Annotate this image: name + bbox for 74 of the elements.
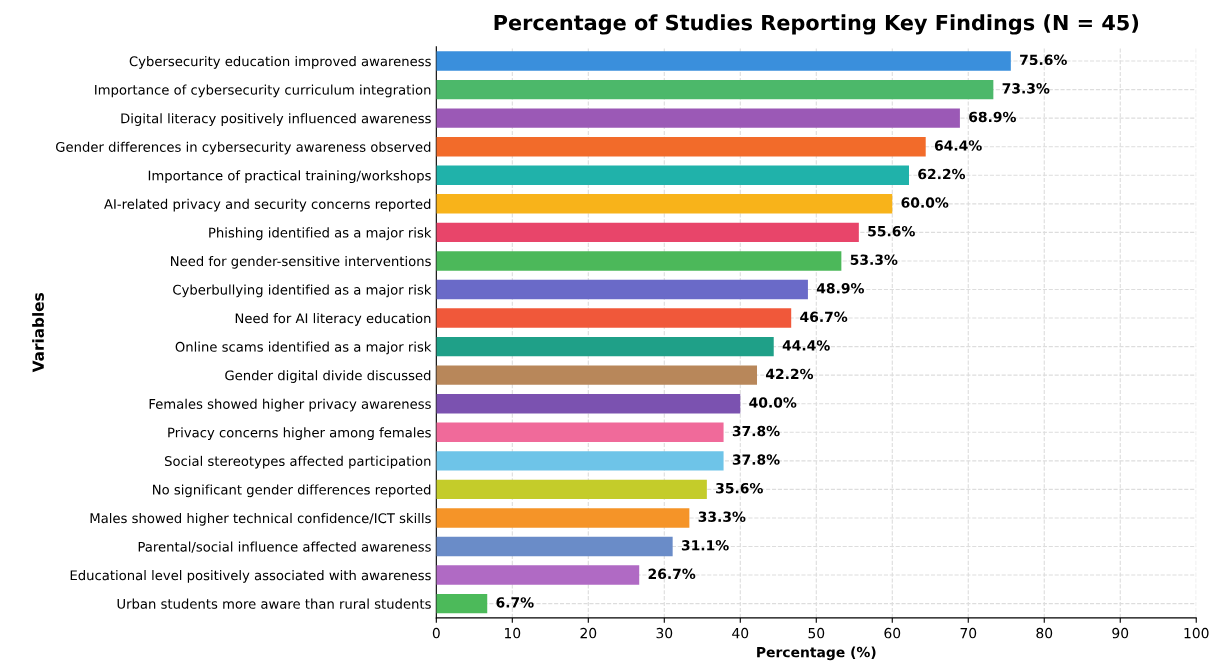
data-label: 6.7%	[496, 597, 534, 608]
data-label: 75.6%	[1020, 54, 1067, 66]
bar	[436, 79, 994, 100]
data-label: 44.4%	[782, 340, 830, 351]
data-label: 40.0%	[749, 397, 797, 408]
bar	[436, 251, 842, 271]
data-label: 33.3%	[698, 511, 746, 522]
y-tick-label: Educational level positively associated with awareness	[70, 570, 431, 583]
bar	[436, 565, 640, 585]
y-tick-label: Gender digital divide discussed	[225, 370, 431, 383]
y-tick-label: Social stereotypes affected participation	[165, 455, 431, 469]
bar	[436, 451, 724, 471]
y-tick-label: Importance of cybersecurity curriculum integration	[95, 84, 431, 98]
y-tick-label: Males showed higher technical confidence/ICT skills	[90, 512, 431, 526]
x-tick-label: 50	[808, 627, 825, 639]
y-tick-label: Phishing identified as a major risk	[209, 227, 432, 241]
y-tick-label: Cyberbullying identified as a major risk	[173, 284, 432, 298]
bar	[436, 422, 724, 442]
y-tick-label: Urban students more aware than rural students	[117, 598, 431, 609]
data-label: 37.8%	[732, 454, 780, 465]
bar	[436, 137, 926, 157]
data-label: 35.6%	[716, 482, 763, 494]
y-tick-label: Females showed higher privacy awareness	[149, 398, 431, 412]
y-tick-label: AI-related privacy and security concerns reported	[104, 198, 431, 212]
bar	[436, 508, 690, 528]
chart-title: Percentage of Studies Reporting Key Findings (N = 45)	[494, 14, 1139, 35]
data-label: 60.0%	[901, 197, 949, 208]
bar	[436, 222, 859, 243]
bar	[436, 308, 792, 328]
data-label: 26.7%	[648, 568, 696, 580]
data-label: 53.3%	[850, 254, 898, 265]
bar	[436, 365, 758, 385]
x-tick-label: 70	[960, 627, 977, 639]
y-tick-label: Privacy concerns higher among females	[168, 427, 431, 441]
data-label: 55.6%	[868, 225, 915, 237]
data-label: 31.1%	[681, 540, 729, 551]
y-tick-label: Parental/social influence affected awareness	[138, 541, 431, 553]
y-tick-label: No significant gender differences reported	[153, 484, 431, 498]
data-label: 37.8%	[732, 425, 780, 437]
data-label: 64.4%	[934, 140, 982, 151]
y-tick-label: Need for gender-sensitive interventions	[171, 255, 431, 269]
bar	[436, 51, 1011, 71]
bar	[436, 479, 707, 500]
y-tick-label: Gender differences in cybersecurity awareness observed	[56, 141, 431, 155]
data-label: 42.2%	[765, 368, 814, 380]
x-tick-label: 100	[1184, 627, 1209, 639]
x-tick-label: 90	[1112, 627, 1129, 639]
x-tick-label: 0	[432, 627, 440, 639]
bar	[436, 394, 741, 414]
bar	[436, 108, 960, 128]
y-tick-label: Digital literacy positively influenced awareness	[121, 113, 431, 126]
data-label: 46.7%	[800, 311, 848, 323]
y-tick-label: Importance of practical training/workshops	[148, 170, 431, 184]
data-label: 68.9%	[969, 111, 1016, 123]
data-label: 62.2%	[918, 168, 966, 180]
x-tick-label: 10	[505, 627, 521, 639]
bar	[436, 593, 488, 614]
bar	[436, 279, 808, 300]
x-tick-label: 60	[884, 627, 901, 639]
x-tick-label: 30	[656, 627, 673, 639]
x-tick-label: 20	[580, 627, 597, 639]
data-label: 73.3%	[1002, 83, 1050, 94]
bar	[436, 536, 673, 557]
x-tick-label: 80	[1036, 627, 1053, 639]
y-tick-label: Cybersecurity education improved awareness	[129, 56, 431, 69]
bar	[436, 194, 893, 214]
y-axis-title: Variables	[32, 293, 44, 373]
y-tick-label: Need for AI literacy education	[235, 313, 431, 326]
x-tick-label: 40	[732, 627, 749, 639]
bar	[436, 165, 909, 185]
data-label: 48.9%	[816, 283, 864, 294]
bar	[436, 336, 774, 357]
x-axis-title: Percentage (%)	[757, 646, 876, 661]
y-tick-label: Online scams identified as a major risk	[175, 341, 432, 355]
